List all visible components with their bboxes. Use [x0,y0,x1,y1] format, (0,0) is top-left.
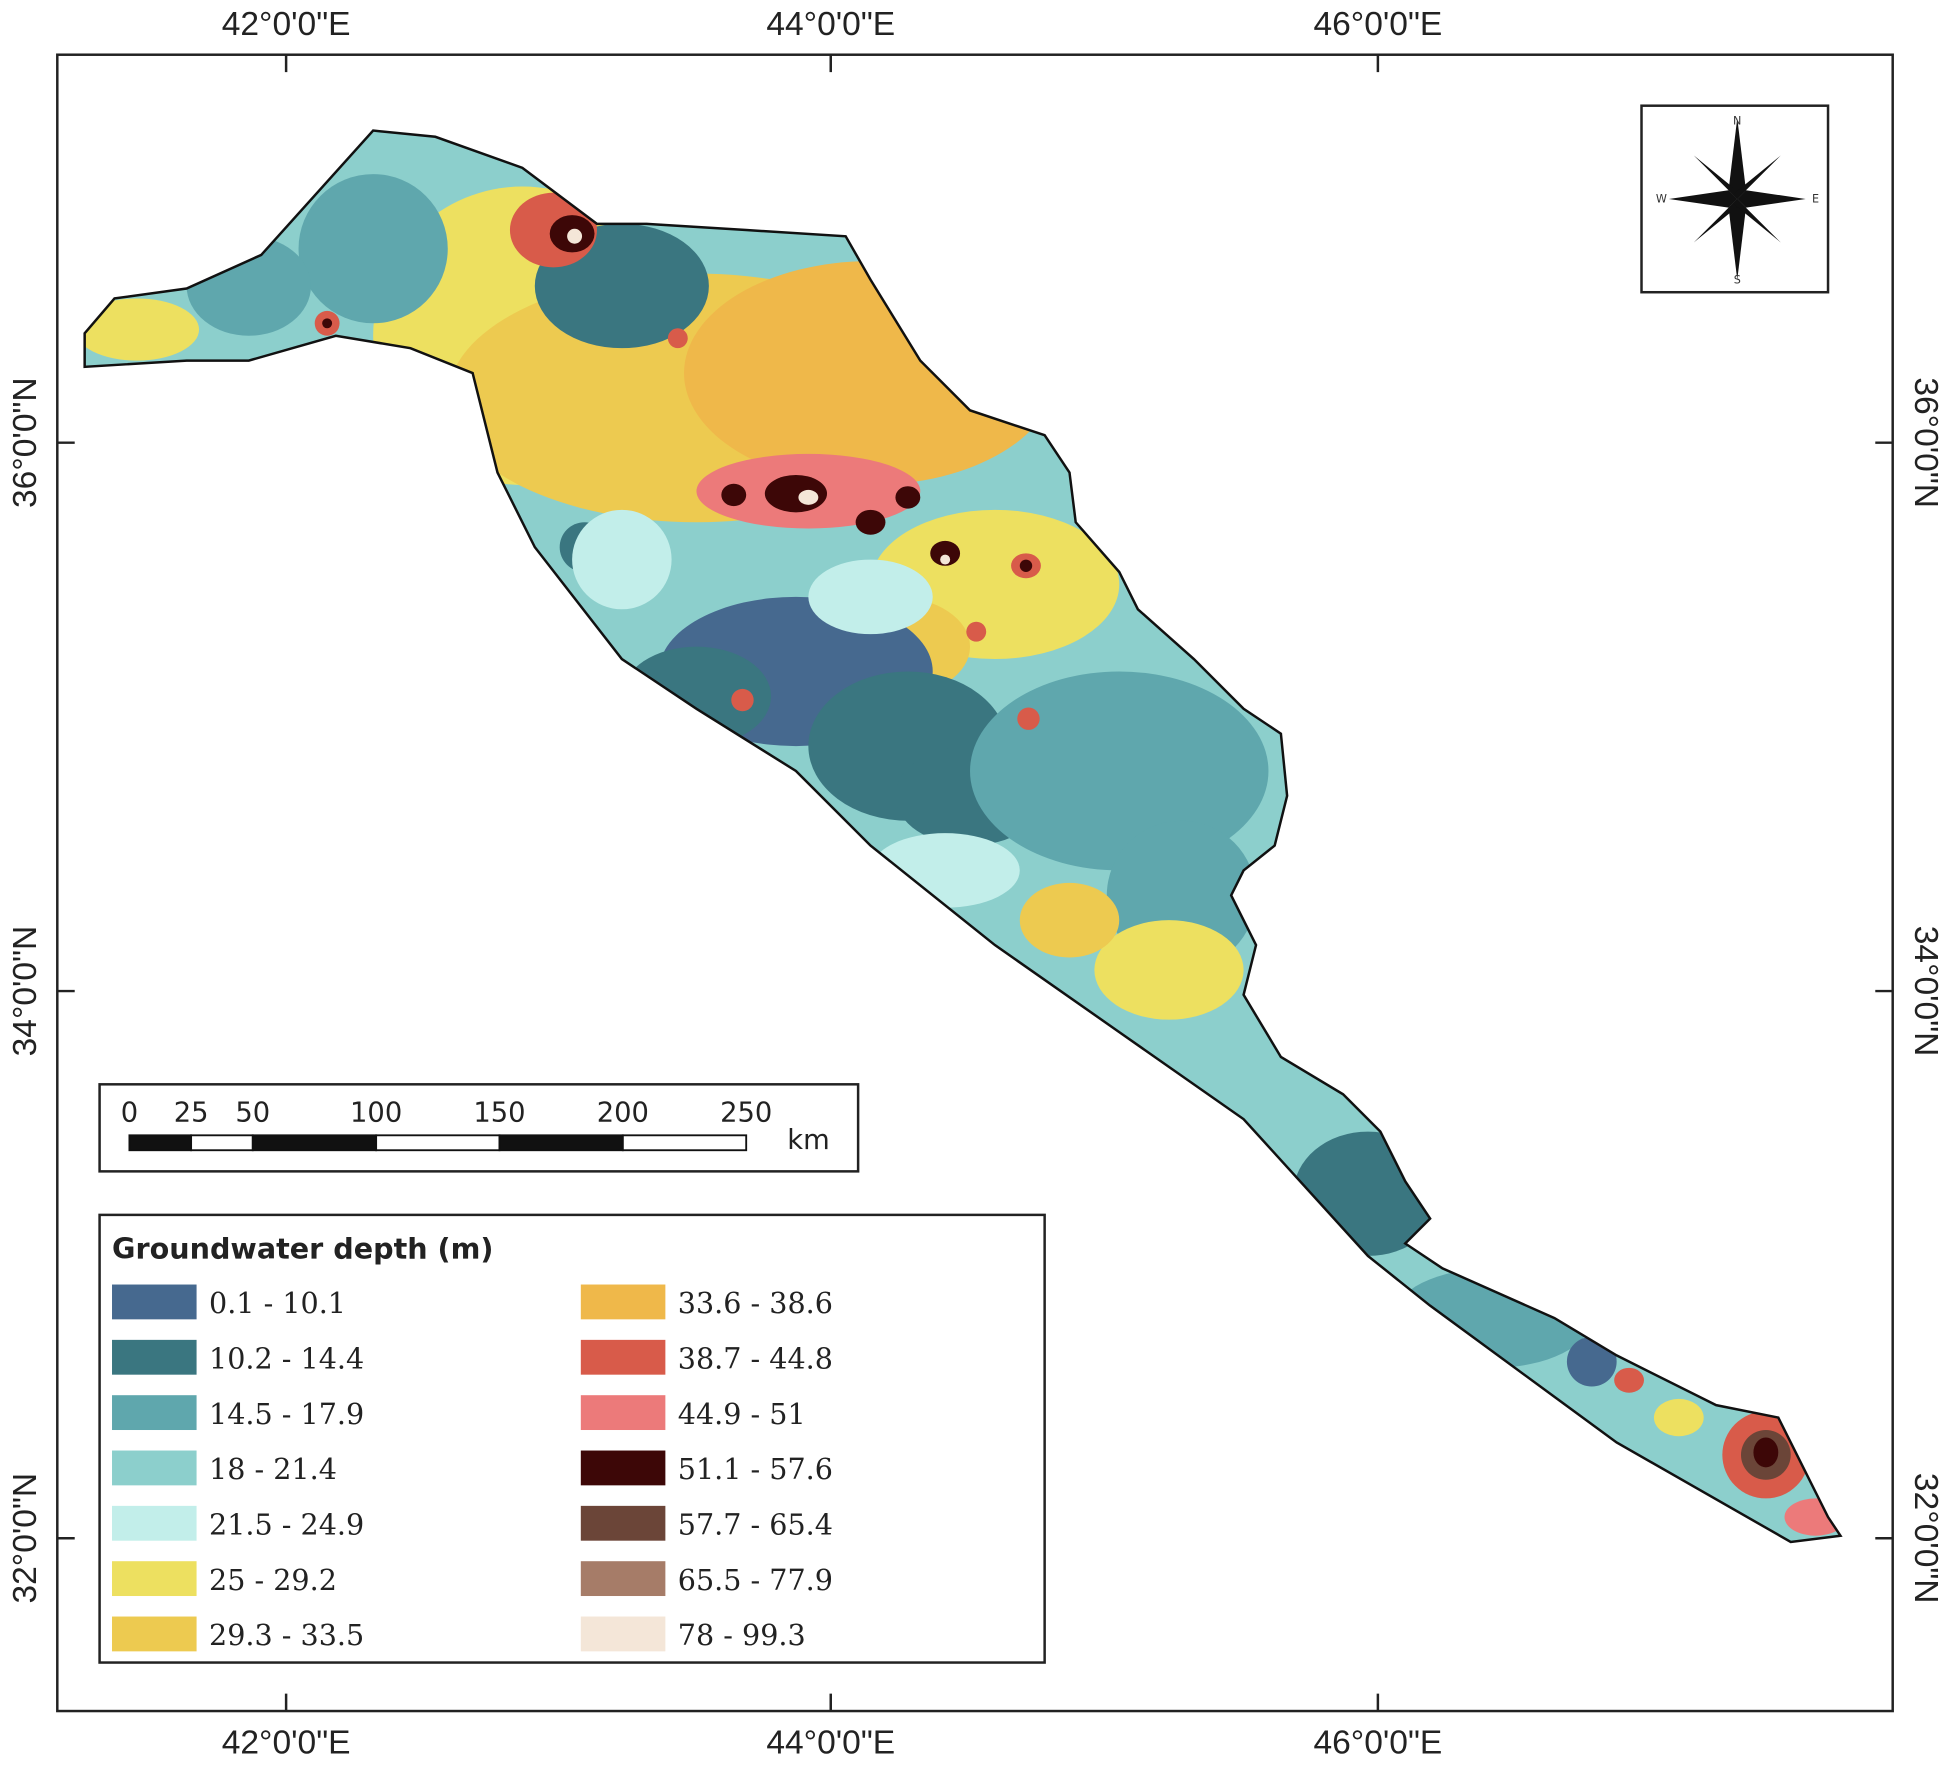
lat-label-right: 36°0'0"N [1907,377,1944,508]
depth-zone [1017,707,1040,730]
scale-label: 250 [720,1098,772,1129]
depth-zone [1566,1336,1617,1387]
lat-label-left: 36°0'0"N [7,377,44,508]
legend-swatch [112,1616,197,1652]
compass-s: S [1734,274,1741,287]
lon-label-top: 46°0'0"E [1313,6,1442,43]
legend-label: 57.7 - 65.4 [678,1507,833,1541]
scale-bar: km 0 25 50 100 150 200 250 [98,1083,860,1173]
legend-label: 14.5 - 17.9 [209,1397,364,1431]
legend-swatch [580,1395,666,1431]
depth-zone [1753,1437,1779,1468]
legend-swatch [580,1616,666,1652]
legend-label: 38.7 - 44.8 [678,1341,833,1375]
scale-segment [128,1134,193,1152]
depth-zone [1019,882,1120,958]
depth-zone [1019,559,1033,573]
lon-label-bottom: 44°0'0"E [766,1724,895,1761]
depth-zone [572,509,672,610]
depth-zone [798,489,819,505]
depth-zone [298,174,448,324]
legend-label: 51.1 - 57.6 [678,1452,833,1486]
lon-label-top: 44°0'0"E [766,6,895,43]
scale-segment [190,1134,254,1152]
depth-zone [1293,1131,1443,1256]
scale-label: 100 [350,1098,402,1129]
scale-segment [621,1134,748,1152]
depth-zone [966,621,987,642]
compass-e: E [1812,193,1819,206]
legend-label: 29.3 - 33.5 [209,1618,364,1652]
scale-label: 150 [473,1098,525,1129]
compass-w: W [1656,193,1667,206]
legend-swatch [580,1450,666,1486]
lon-label-bottom: 42°0'0"E [222,1724,351,1761]
legend: Groundwater depth (m) 0.1 - 10.1 10.2 - 1… [98,1213,1046,1664]
depth-zone [940,554,951,565]
compass-n: N [1733,114,1741,127]
legend-label: 18 - 21.4 [209,1452,337,1486]
depth-zone [567,228,583,244]
legend-swatch [580,1505,666,1541]
legend-swatch [112,1450,197,1486]
legend-swatch [112,1505,197,1541]
depth-zone [855,509,886,535]
map-frame [56,53,1894,1713]
legend-title: Groundwater depth (m) [112,1231,493,1265]
depth-zone [84,298,200,361]
legend-label: 0.1 - 10.1 [209,1286,346,1320]
depth-zone [322,318,333,329]
depth-zone [970,671,1269,871]
scale-segment [251,1134,378,1152]
north-arrow: N S W E [1640,104,1830,294]
depth-zone [764,475,828,513]
depth-zone [1094,920,1244,1020]
depth-zone [808,559,933,635]
legend-label: 78 - 99.3 [678,1618,806,1652]
depth-zone [930,540,961,566]
legend-label: 33.6 - 38.6 [678,1286,833,1320]
scale-label: 50 [235,1098,270,1129]
legend-swatch [112,1561,197,1597]
legend-label: 25 - 29.2 [209,1563,337,1597]
legend-swatch [580,1339,666,1375]
legend-label: 21.5 - 24.9 [209,1507,364,1541]
scale-unit: km [787,1125,829,1156]
scale-label: 0 [121,1098,138,1129]
scale-segment [498,1134,624,1152]
lon-label-bottom: 46°0'0"E [1313,1724,1442,1761]
scale-label: 25 [174,1098,209,1129]
depth-zone [1392,1268,1592,1368]
lat-label-right: 34°0'0"N [1907,926,1944,1057]
lat-label-right: 32°0'0"N [1907,1473,1944,1604]
depth-zone [667,328,688,349]
legend-label: 65.5 - 77.9 [678,1563,833,1597]
lon-label-top: 42°0'0"E [222,6,351,43]
scale-segment [375,1134,501,1152]
depth-zone [186,236,311,336]
depth-zone [1614,1367,1644,1393]
legend-swatch [112,1339,197,1375]
depth-zone [1653,1398,1704,1437]
depth-zone [731,688,754,712]
scale-label: 200 [597,1098,649,1129]
depth-zone [895,486,921,509]
legend-swatch [580,1284,666,1320]
legend-swatch [112,1395,197,1431]
lat-label-left: 32°0'0"N [7,1473,44,1604]
lat-label-left: 34°0'0"N [7,926,44,1057]
graticule: 42°0'0"E 42°0'0"E 44°0'0"E 44°0'0"E 46°0'0"E… [7,6,1944,1762]
depth-zone [684,261,1058,485]
depth-zone [721,483,747,507]
legend-swatch [580,1561,666,1597]
legend-label: 10.2 - 14.4 [209,1341,364,1375]
legend-swatch [112,1284,197,1320]
depth-zone [870,833,1020,908]
legend-label: 44.9 - 51 [678,1397,806,1431]
